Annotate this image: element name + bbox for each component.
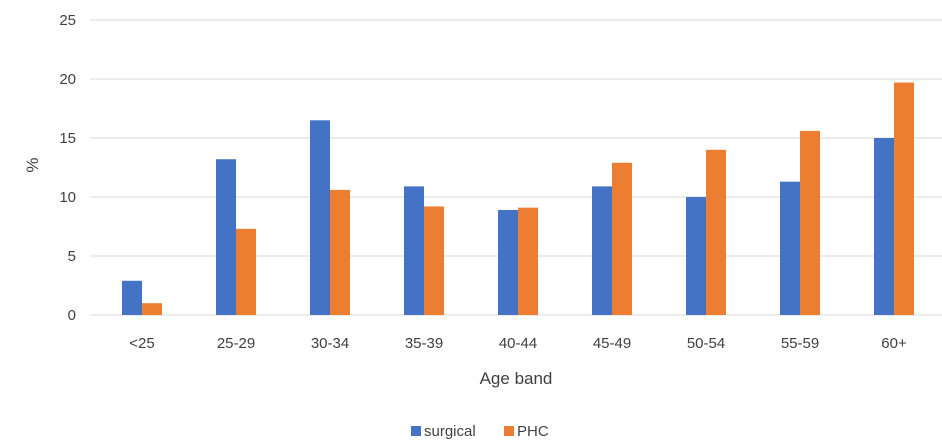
x-tick-label: 55-59: [781, 335, 819, 352]
x-tick-labels: <25 25-29 30-34 35-39 40-44 45-49 50-54 55-59 60…: [129, 335, 907, 352]
legend-swatch-phc: [504, 426, 514, 436]
bar-phc: [236, 228, 256, 315]
x-tick-label: 30-34: [311, 335, 349, 352]
bar-surgical: [122, 280, 142, 315]
legend-label-surgical: surgical: [424, 423, 476, 440]
x-tick-label: 45-49: [593, 335, 631, 352]
x-tick-label: <25: [129, 335, 154, 352]
legend: surgical PHC: [411, 423, 549, 440]
bar-phc: [800, 130, 820, 315]
x-tick-label: 40-44: [499, 335, 537, 352]
bar-surgical: [874, 138, 894, 315]
y-tick-label: 10: [59, 189, 76, 206]
y-tick-labels: 0 5 10 15 20 25: [59, 12, 76, 324]
bar-phc: [518, 207, 538, 315]
y-tick-label: 15: [59, 130, 76, 147]
y-tick-label: 5: [68, 248, 76, 265]
x-tick-label: 35-39: [405, 335, 443, 352]
y-tick-label: 0: [68, 307, 76, 324]
y-tick-label: 20: [59, 71, 76, 88]
bar-phc: [330, 189, 350, 315]
bar-phc: [424, 206, 444, 315]
bar-surgical: [310, 120, 330, 315]
bar-phc: [706, 149, 726, 315]
bar-surgical: [780, 181, 800, 315]
bar-phc: [612, 162, 632, 315]
y-tick-label: 25: [59, 12, 76, 29]
x-tick-label: 25-29: [217, 335, 255, 352]
y-axis-title: %: [23, 157, 42, 172]
bar-surgical: [686, 197, 706, 315]
bar-surgical: [498, 209, 518, 315]
bar-phc: [142, 303, 162, 315]
bar-surgical: [404, 186, 424, 315]
x-axis-title: Age band: [480, 369, 553, 388]
x-tick-label: 50-54: [687, 335, 725, 352]
legend-label-phc: PHC: [517, 423, 549, 440]
legend-swatch-surgical: [411, 426, 421, 436]
bar-phc: [894, 82, 914, 315]
x-tick-label: 60+: [881, 335, 907, 352]
bar-surgical: [592, 186, 612, 315]
bar-surgical: [216, 159, 236, 315]
bars: [122, 82, 914, 315]
